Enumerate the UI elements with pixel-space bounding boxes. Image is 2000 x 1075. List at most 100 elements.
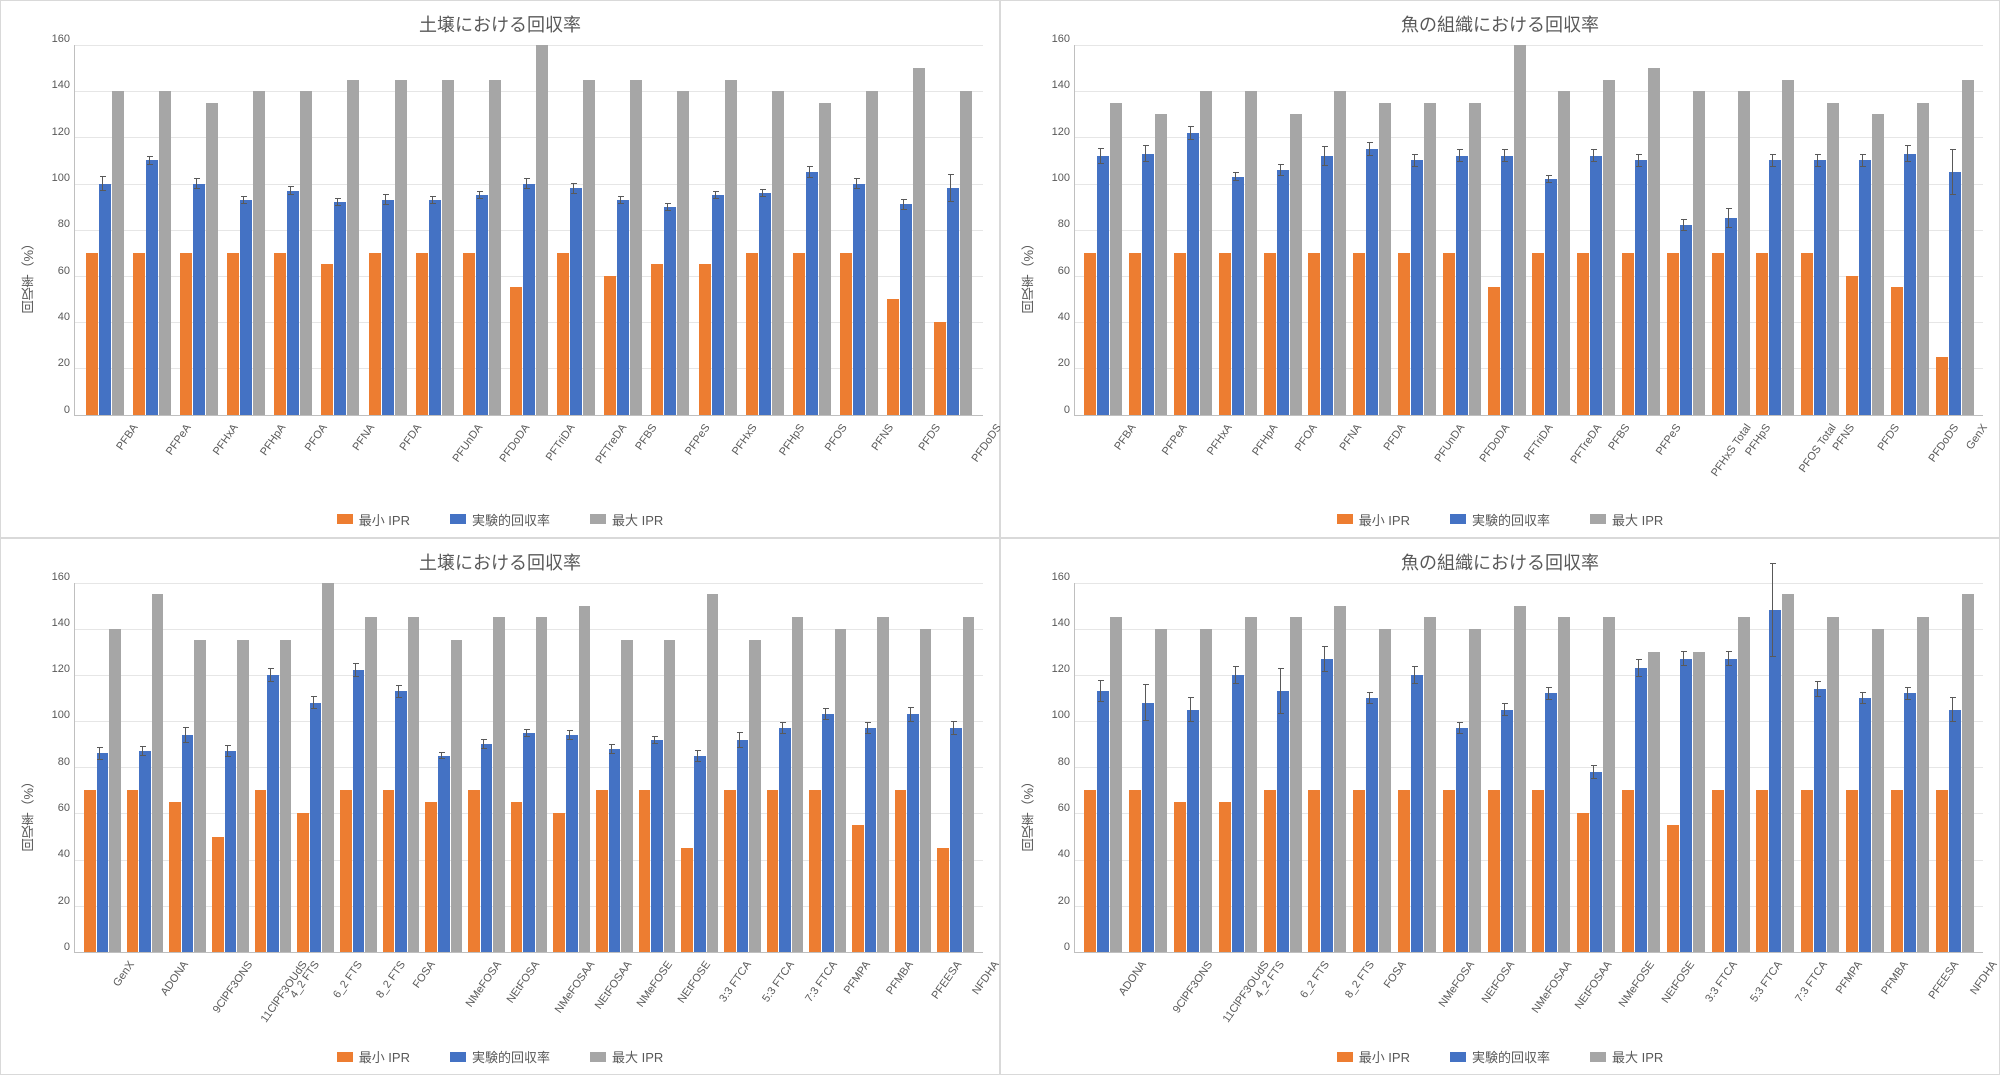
error-bar xyxy=(313,696,319,708)
bar-max xyxy=(1603,617,1615,952)
error-bar xyxy=(398,685,404,698)
y-axis-label: 回収率（%） xyxy=(1017,45,1040,506)
bar-group xyxy=(1350,45,1395,415)
error-bar xyxy=(1728,208,1734,228)
error-bar xyxy=(1817,681,1823,697)
error-bar xyxy=(1907,145,1913,161)
legend-swatch xyxy=(337,514,353,524)
bar-min xyxy=(1443,253,1455,415)
plot-wrap: 回収率（%）020406080100120140160GenXADONA9ClP… xyxy=(17,583,983,1044)
bar-max xyxy=(579,606,591,952)
bar-max xyxy=(920,629,932,952)
x-tick: PFNA xyxy=(1304,416,1349,506)
bar-min xyxy=(1846,276,1858,415)
legend-swatch xyxy=(1450,514,1466,524)
bar-max xyxy=(194,640,206,952)
x-tick: PFTriDA xyxy=(505,416,552,506)
bar-exp xyxy=(570,188,582,414)
bar-max xyxy=(112,91,124,414)
chart-title: 土壌における回収率 xyxy=(17,549,983,575)
bar-group xyxy=(465,583,508,953)
bar-group xyxy=(364,45,411,415)
bar-group xyxy=(1932,583,1977,953)
x-tick: PFHxS xyxy=(694,416,741,506)
bar-exp xyxy=(1142,703,1154,952)
bar-max xyxy=(1738,91,1750,414)
x-tick: PFMBA xyxy=(1842,953,1887,1043)
x-tick: PFNS xyxy=(1798,416,1843,506)
bar-min xyxy=(468,790,480,952)
bar-exp xyxy=(694,756,706,952)
bar-max xyxy=(493,617,505,952)
bar-min xyxy=(416,253,428,415)
error-bar xyxy=(1324,646,1330,672)
bar-group xyxy=(1215,583,1260,953)
bars-region xyxy=(1074,45,1983,416)
bar-exp xyxy=(1097,691,1109,952)
bar-group xyxy=(1439,583,1484,953)
x-tick: PFDS xyxy=(882,416,929,506)
error-bar xyxy=(569,730,575,741)
bars-container xyxy=(1075,583,1983,953)
bar-min xyxy=(1622,790,1634,952)
bar-max xyxy=(1558,91,1570,414)
bar-max xyxy=(1827,617,1839,952)
x-tick: PFPeS xyxy=(646,416,693,506)
bar-max xyxy=(1558,617,1570,952)
error-bar xyxy=(573,183,579,194)
error-bar xyxy=(1459,722,1465,733)
error-bar xyxy=(337,198,343,206)
error-bar xyxy=(1907,687,1913,700)
bar-group xyxy=(1619,583,1664,953)
bar-group xyxy=(1708,45,1753,415)
bar-min xyxy=(1891,790,1903,952)
bar-max xyxy=(109,629,121,952)
legend-label: 実験的回収率 xyxy=(472,1047,550,1066)
bar-min xyxy=(1622,253,1634,415)
bar-max xyxy=(913,68,925,414)
bar-group xyxy=(1395,45,1440,415)
bar-min xyxy=(133,253,145,415)
error-bar xyxy=(1324,146,1330,165)
bar-max xyxy=(877,617,889,952)
bar-max xyxy=(1200,91,1212,414)
x-tick: PFDoDA xyxy=(1439,416,1484,506)
x-tick: PFOS xyxy=(788,416,835,506)
bar-group xyxy=(1484,45,1529,415)
bar-max xyxy=(1290,617,1302,952)
bar-exp xyxy=(853,184,865,415)
x-tick: PFNA xyxy=(316,416,363,506)
x-tick: PFHxA xyxy=(174,416,221,506)
x-tick: NMeFOSE xyxy=(593,953,636,1043)
bar-min xyxy=(255,790,267,952)
bar-exp xyxy=(1321,659,1333,952)
error-bar xyxy=(1190,697,1196,721)
error-bar xyxy=(196,178,202,190)
x-tick: PFMPA xyxy=(1798,953,1843,1043)
error-bar xyxy=(1952,149,1958,194)
bar-max xyxy=(772,91,784,414)
x-tick: NEtFOSA xyxy=(1439,953,1484,1043)
legend-swatch xyxy=(337,1052,353,1062)
x-tick: PFOA xyxy=(269,416,316,506)
chart-panel: 魚の組織における回収率回収率（%）020406080100120140160PF… xyxy=(1000,0,2000,538)
bar-min xyxy=(1756,790,1768,952)
bar-group xyxy=(422,583,465,953)
bar-exp xyxy=(1635,160,1647,414)
legend-swatch xyxy=(590,514,606,524)
chart-title: 土壌における回収率 xyxy=(17,11,983,37)
x-tick: PFHpA xyxy=(1215,416,1260,506)
bar-exp xyxy=(1814,160,1826,414)
bar-exp xyxy=(1321,156,1333,415)
bar-exp xyxy=(97,753,109,952)
bar-exp xyxy=(1949,710,1961,952)
y-ticks: 020406080100120140160 xyxy=(1040,583,1074,954)
bar-min xyxy=(767,790,779,952)
bar-min xyxy=(1891,287,1903,414)
bar-group xyxy=(1932,45,1977,415)
x-tick: 6_2 FTS xyxy=(1259,953,1304,1043)
x-tick: NEtFOSAA xyxy=(1528,953,1573,1043)
bar-max xyxy=(1379,103,1391,415)
chart-area: 020406080100120140160 xyxy=(1040,583,1983,954)
bar-max xyxy=(1693,91,1705,414)
